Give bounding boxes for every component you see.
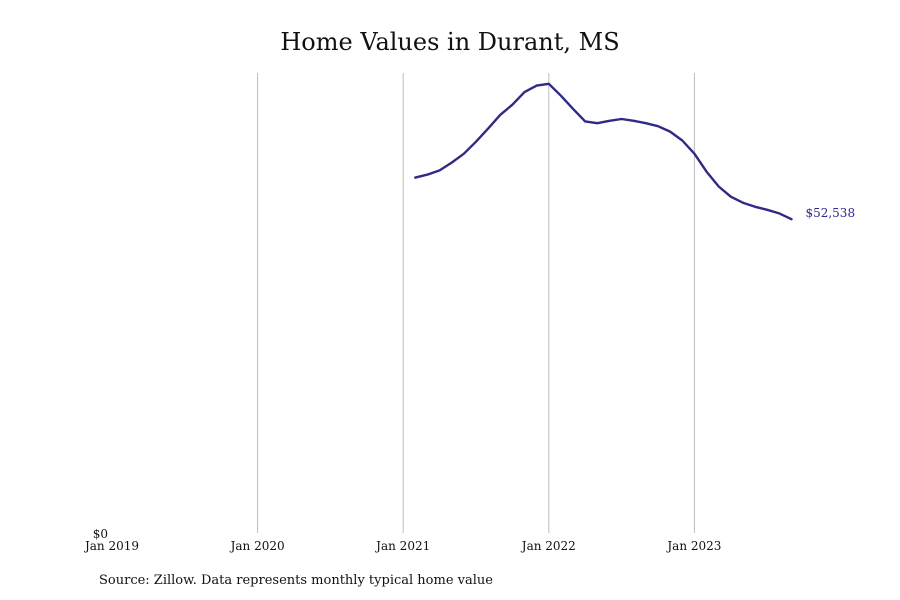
x-tick-label: Jan 2023	[665, 539, 721, 553]
series-lines	[414, 82, 793, 221]
chart-title: Home Values in Durant, MS	[280, 28, 620, 56]
gridlines	[257, 73, 695, 533]
series-line	[414, 82, 793, 221]
end-value-label: $52,538	[805, 206, 855, 220]
x-tick-label: Jan 2022	[520, 539, 576, 553]
source-note: Source: Zillow. Data represents monthly …	[99, 573, 493, 588]
x-tick-label: Jan 2020	[229, 539, 285, 553]
x-tick-label: Jan 2021	[374, 539, 430, 553]
x-tick-label: Jan 2019	[83, 539, 139, 553]
axis-labels: Jan 2019 Jan 2020 Jan 2021 Jan 2022 Jan 2023…	[83, 206, 855, 553]
y-tick-label: $0	[93, 527, 108, 541]
